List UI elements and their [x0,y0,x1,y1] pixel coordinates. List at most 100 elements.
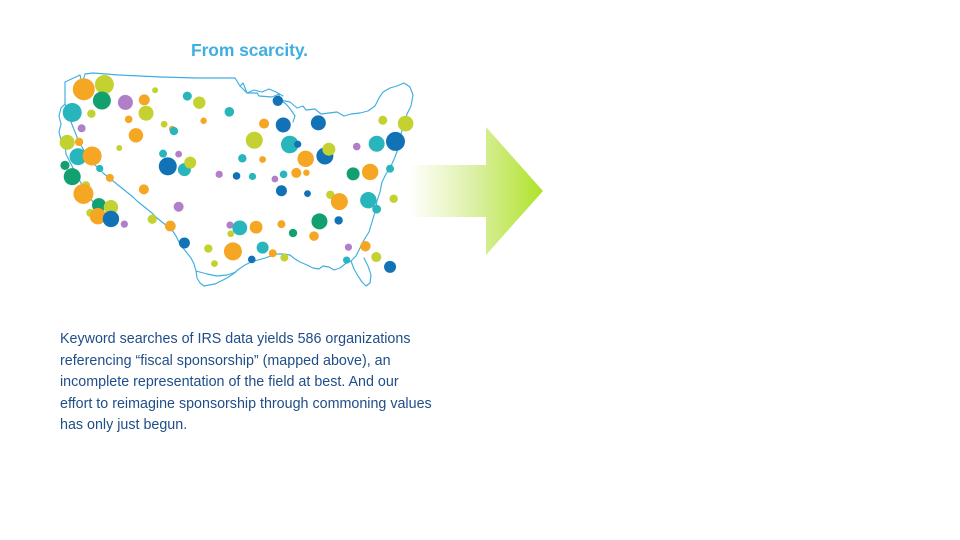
map-bubble [193,96,206,109]
map-bubble [164,220,176,232]
map-bubble [138,184,149,195]
map-bubble [94,75,114,95]
map-bubble [178,237,190,249]
map-bubble [352,142,361,151]
map-bubble [138,94,150,106]
map-bubble [103,200,119,215]
map-bubble [386,164,395,173]
map-bubble [182,91,192,101]
map-bubble [360,191,377,209]
map-bubble [272,95,284,106]
map-bubble [248,172,257,181]
map-bubble [73,183,94,204]
map-bubble [372,204,382,214]
map-bubble [303,169,310,176]
map-bubble [275,185,287,197]
map-bubble [211,260,218,268]
heading-from-scarcity: From scarcity. [191,40,308,60]
map-bubble [309,231,319,241]
map-bubble [72,78,95,101]
map-bubble [128,128,144,143]
map-bubble [74,137,84,147]
map-bubble [60,160,70,170]
map-bubble [62,103,82,123]
map-bubble [138,105,154,121]
map-bubble [245,131,263,149]
map-bubble [175,150,183,158]
map-bubble [368,135,385,152]
map-bubble [360,241,371,252]
map-bubble [343,256,351,264]
map-bubble [200,117,207,124]
map-bubble [226,221,234,229]
map-bubble [77,124,86,133]
map-bubble [277,220,286,229]
map-bubble [280,135,299,154]
map-bubble [397,115,414,132]
map-bubble [334,216,343,225]
map-bubble [102,210,120,228]
map-bubble [159,149,168,158]
map-bubble [384,260,397,273]
map-bubble [124,115,133,124]
map-bubble [224,107,235,117]
map-bubble [158,157,177,176]
map-bubble [371,252,382,263]
map-bubble [82,146,102,166]
map-bubble [147,214,157,224]
map-bubble [184,156,197,169]
map-bubble [310,115,326,131]
map-bubble [297,150,314,168]
map-bubble [249,220,263,234]
map-bubble [89,207,107,225]
map-bubble [389,194,398,203]
map-bubble [304,190,311,198]
map-bubble [271,175,279,183]
arrow-shape [409,127,543,255]
map-bubble [322,142,336,156]
map-bubble [279,170,288,179]
map-bubble [259,118,270,129]
map-bubble [346,167,360,181]
map-bubble [169,126,179,136]
map-bubble [232,172,241,180]
map-bubble [116,145,123,152]
dot-density-map [57,62,419,297]
map-bubble [291,167,302,178]
map-bubble [280,253,289,262]
map-bubble [69,148,87,166]
map-bubble [259,156,267,163]
left-panel: From scarcity. Keyword s [0,0,470,540]
map-bubble [59,134,75,150]
right-panel: To plenty. [470,0,960,540]
map-bubble [204,244,213,253]
map-bubble [120,220,128,228]
map-bubble [152,87,159,94]
map-bubble [361,163,379,181]
map-bubble [227,230,235,238]
right-arrow-icon [409,127,543,255]
map-bubble [117,94,133,110]
map-bubble [288,228,298,238]
map-bubble-layer [59,75,414,273]
map-bubble [385,131,405,151]
map-bubble [268,249,277,258]
map-bubble [223,242,242,261]
map-bubble [330,193,348,211]
map-bubble [294,140,302,148]
map-bubble [63,168,81,186]
map-bubble [344,243,353,251]
map-bubble [256,241,269,254]
map-bubble [238,154,247,163]
map-bubble [92,91,111,110]
map-bubble [378,115,388,125]
map-bubble [311,213,328,230]
map-bubble [105,173,114,182]
map-bubble [247,255,256,264]
map-bubble [173,201,184,212]
left-paragraph: Keyword searches of IRS data yields 586 … [60,331,432,433]
map-bubble [96,164,104,173]
map-bubble [275,117,291,133]
map-bubble [232,220,248,236]
